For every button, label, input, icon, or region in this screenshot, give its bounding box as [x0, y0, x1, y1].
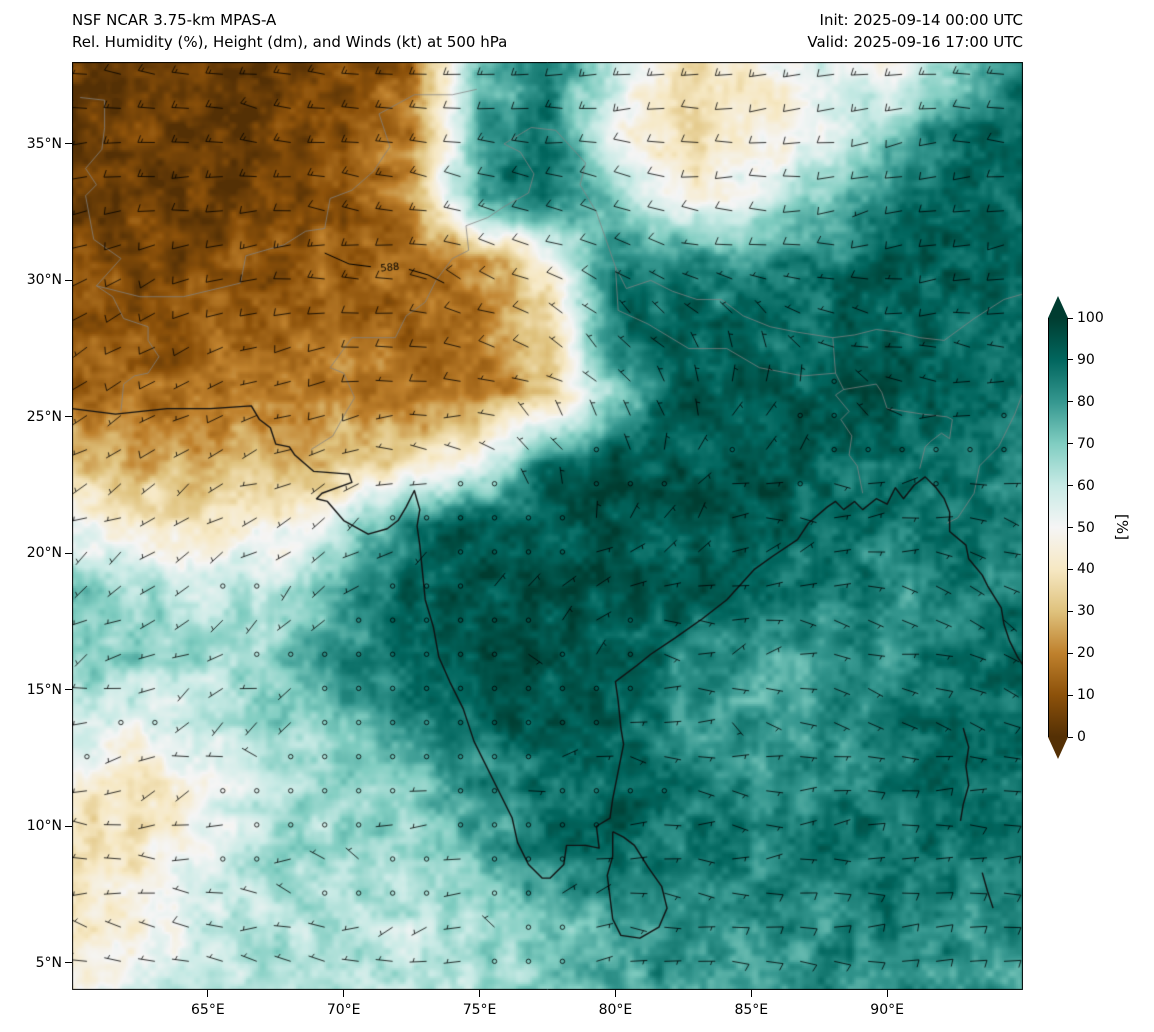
colorbar-tick-mark: [1068, 610, 1073, 612]
colorbar-tick-mark: [1068, 401, 1073, 403]
y-tick-label: 20°N: [26, 545, 62, 562]
colorbar-extend-min: [1048, 737, 1068, 759]
y-tick-label: 10°N: [26, 818, 62, 835]
x-tick-mark: [614, 990, 616, 997]
y-tick-label: 30°N: [26, 272, 62, 289]
y-tick-label: 15°N: [26, 681, 62, 698]
time-block: Init: 2025-09-14 00:00 UTC Valid: 2025-0…: [807, 9, 1023, 53]
colorbar-tick-label: 70: [1077, 435, 1095, 452]
colorbar-tick-mark: [1068, 652, 1073, 654]
colorbar-tick-mark: [1068, 443, 1073, 445]
colorbar-tick-label: 90: [1077, 351, 1095, 368]
colorbar-tick-label: 50: [1077, 519, 1095, 536]
y-tick-mark: [65, 962, 72, 964]
colorbar-tick-mark: [1068, 485, 1073, 487]
colorbar-tick-mark: [1068, 736, 1073, 738]
x-tick-label: 90°E: [870, 1002, 904, 1018]
y-tick-mark: [65, 416, 72, 418]
colorbar-tick-label: 0: [1077, 729, 1086, 745]
colorbar-unit-label: [%]: [1113, 514, 1131, 540]
y-tick-mark: [65, 143, 72, 145]
map-canvas: [72, 62, 1023, 990]
colorbar-tick-label: 30: [1077, 603, 1095, 620]
y-tick-label: 25°N: [26, 408, 62, 425]
x-tick-mark: [886, 990, 888, 997]
colorbar-extend-max: [1048, 296, 1068, 318]
x-tick-mark: [207, 990, 209, 997]
colorbar-tick-mark: [1068, 317, 1073, 319]
x-tick-mark: [479, 990, 481, 997]
y-tick-mark: [65, 689, 72, 691]
y-tick-mark: [65, 552, 72, 554]
colorbar-tick-mark: [1068, 694, 1073, 696]
colorbar-tick-label: 40: [1077, 561, 1095, 578]
title-block: NSF NCAR 3.75-km MPAS-A Rel. Humidity (%…: [72, 9, 507, 53]
init-time: Init: 2025-09-14 00:00 UTC: [819, 11, 1023, 29]
colorbar-tick-mark: [1068, 359, 1073, 361]
y-tick-label: 35°N: [26, 135, 62, 152]
colorbar-gradient: [1048, 318, 1068, 737]
model-title: NSF NCAR 3.75-km MPAS-A: [72, 11, 277, 29]
x-tick-label: 80°E: [598, 1002, 633, 1018]
x-tick-mark: [750, 990, 752, 997]
colorbar-tick-label: 60: [1077, 477, 1095, 494]
y-tick-mark: [65, 279, 72, 281]
x-tick-label: 65°E: [191, 1002, 225, 1018]
valid-time: Valid: 2025-09-16 17:00 UTC: [807, 33, 1023, 51]
colorbar-tick-mark: [1068, 568, 1073, 570]
y-tick-mark: [65, 825, 72, 827]
colorbar-tick-mark: [1068, 527, 1073, 528]
colorbar-tick-label: 100: [1077, 310, 1104, 326]
x-tick-label: 75°E: [462, 1002, 497, 1018]
x-tick-label: 70°E: [326, 1002, 361, 1018]
colorbar-tick-label: 20: [1077, 645, 1095, 662]
x-tick-mark: [343, 990, 345, 997]
y-tick-label: 5°N: [35, 954, 62, 971]
colorbar-tick-label: 80: [1077, 393, 1095, 410]
x-tick-label: 85°E: [734, 1002, 769, 1018]
colorbar-tick-label: 10: [1077, 687, 1095, 704]
product-title: Rel. Humidity (%), Height (dm), and Wind…: [72, 33, 508, 51]
